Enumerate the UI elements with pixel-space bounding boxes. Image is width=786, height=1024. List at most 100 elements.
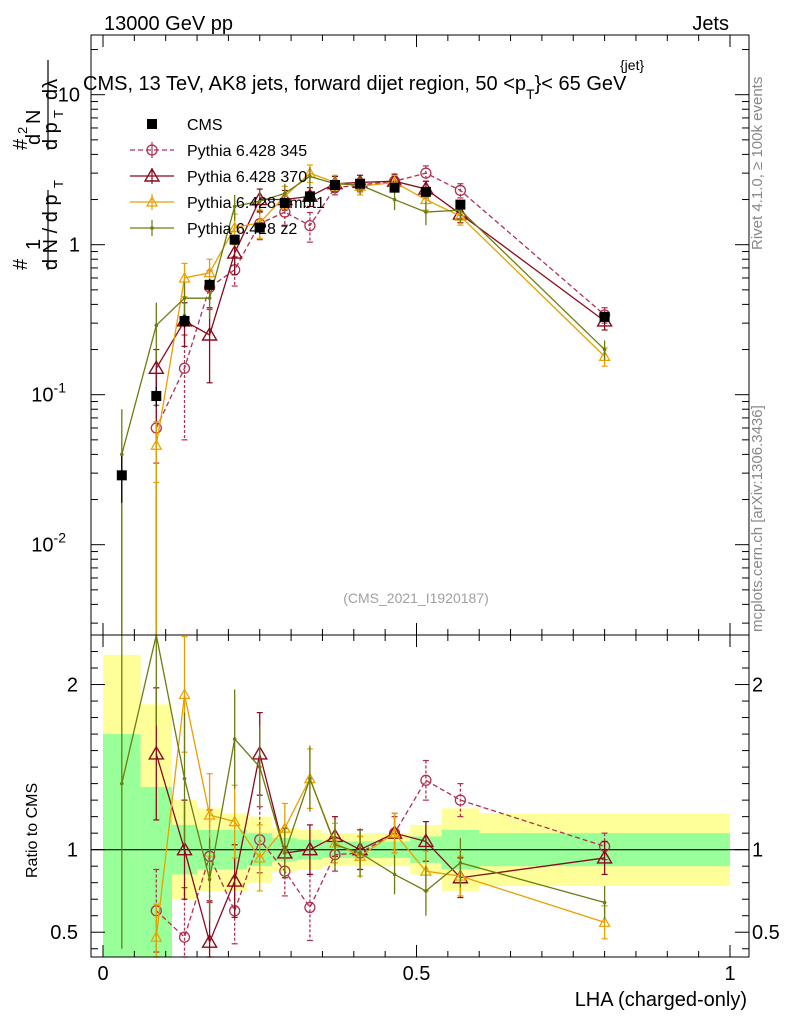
p370-point-1 bbox=[148, 359, 165, 374]
legend-marker-p345 bbox=[146, 144, 158, 156]
ratio-y-tick-label-right-0: 0.5 bbox=[752, 922, 780, 944]
p370-ratio-point-2 bbox=[176, 841, 193, 856]
legend-marker-p370 bbox=[143, 167, 161, 182]
svg-text:T: T bbox=[51, 110, 66, 118]
mcplots-label: mcplots.cern.ch [arXiv:1306.3436] bbox=[749, 405, 766, 632]
ambt1-ratio-point-5 bbox=[253, 851, 266, 863]
z2-ratio-point-10 bbox=[392, 872, 397, 877]
z2-ratio-point-2 bbox=[182, 776, 187, 781]
ratio-y-tick-label-0: 0.5 bbox=[50, 922, 78, 944]
cms-point-1 bbox=[151, 391, 162, 402]
ratio-y-tick-label-1: 1 bbox=[67, 840, 78, 862]
x-tick-label-0: 0 bbox=[97, 963, 108, 985]
p370-ratio-point-1 bbox=[148, 745, 165, 760]
p345-line bbox=[155, 172, 606, 429]
p345-ratio-point-12 bbox=[454, 794, 467, 806]
main-y-tick-label-0: 10-2 bbox=[31, 530, 66, 557]
cms-point-13 bbox=[599, 311, 610, 322]
ratio-y-axis-label: Ratio to CMS bbox=[24, 783, 41, 878]
legend-marker-cms bbox=[147, 119, 157, 129]
ambt1-point-2 bbox=[178, 271, 191, 283]
p370-point-3 bbox=[201, 326, 218, 341]
p345-point-11 bbox=[420, 167, 432, 179]
z2-point-10 bbox=[392, 197, 397, 202]
p370-ratio-line bbox=[155, 753, 605, 945]
svg-text:N: N bbox=[23, 110, 45, 124]
p370-ratio-point-13 bbox=[596, 849, 613, 864]
z2-point-7 bbox=[308, 174, 312, 179]
main-y-tick-label-1: 10-1 bbox=[31, 380, 66, 407]
z2-ratio-line bbox=[121, 634, 605, 904]
p345-ratio-point-7 bbox=[304, 901, 316, 914]
svg-text:dλ: dλ bbox=[40, 79, 62, 100]
cms-point-5 bbox=[254, 222, 265, 233]
p345-point-2 bbox=[178, 362, 191, 374]
cms-point-12 bbox=[455, 199, 466, 210]
z2-point-11 bbox=[424, 210, 428, 214]
main-axes: 10-2 10-1 1 10 bbox=[31, 35, 749, 635]
cms-point-7 bbox=[304, 191, 315, 202]
ambt1-ratio-point-4 bbox=[228, 815, 241, 827]
p345-point-12 bbox=[454, 184, 467, 197]
z2-point-3 bbox=[207, 296, 212, 300]
z2-ratio-point-13 bbox=[602, 900, 607, 905]
svg-text:d p: d p bbox=[40, 122, 62, 150]
z2-point-5 bbox=[257, 199, 262, 203]
ratio-bands bbox=[91, 654, 749, 957]
ratio-y-tick-label-2: 2 bbox=[67, 675, 78, 697]
p370-point-4 bbox=[226, 244, 243, 259]
z2-point-1 bbox=[154, 323, 159, 328]
x-tick-label-2: 1 bbox=[724, 963, 735, 985]
analysis-watermark: (CMS_2021_I1920187) bbox=[343, 590, 489, 606]
rivet-label: Rivet 4.1.0, ≥ 100k events bbox=[749, 77, 766, 250]
svg-text:d N / d p: d N / d p bbox=[40, 194, 62, 270]
z2-ratio-point-8 bbox=[333, 842, 337, 847]
z2-point-6 bbox=[283, 191, 287, 196]
z2-ratio-point-9 bbox=[358, 851, 362, 855]
main-y-tick-label-2: 1 bbox=[69, 235, 80, 257]
p345-point-7 bbox=[304, 219, 316, 232]
ambt1-point-13 bbox=[598, 350, 611, 362]
cms-point-6 bbox=[279, 197, 290, 208]
z2-point-13 bbox=[602, 347, 607, 352]
ambt1-ratio-point-2 bbox=[178, 688, 191, 700]
ratio-axes: 0 0.5 1 0.5 0.5 1 1 2 2 bbox=[50, 634, 780, 985]
legend-marker-ambt1 bbox=[145, 195, 159, 207]
legend-label-cms: CMS bbox=[187, 117, 223, 134]
z2-point-2 bbox=[182, 296, 187, 300]
p370-ratio-point-4 bbox=[226, 872, 243, 887]
cms-point-2 bbox=[179, 315, 190, 326]
legend-label-p370: Pythia 6.428 370 bbox=[187, 169, 307, 186]
cms-point-8 bbox=[329, 180, 340, 190]
ambt1-ratio-point-1 bbox=[150, 930, 163, 942]
z2-ratio-point-0 bbox=[120, 781, 124, 786]
z2-ratio-point-6 bbox=[283, 851, 287, 855]
main-plot-area bbox=[116, 164, 613, 635]
svg-text:#: # bbox=[10, 138, 32, 150]
main-y-tick-label-3: 10 bbox=[58, 85, 80, 107]
p370-ratio-point-7 bbox=[301, 841, 319, 856]
p370-ratio-point-11 bbox=[417, 833, 435, 848]
ambt1-line bbox=[155, 172, 606, 446]
p370-ratio-point-3 bbox=[201, 933, 218, 948]
svg-text:1: 1 bbox=[23, 239, 45, 250]
svg-text:#: # bbox=[10, 258, 32, 270]
x-axis-label: LHA (charged-only) bbox=[575, 989, 747, 1011]
ambt1-ratio-point-13 bbox=[598, 916, 611, 927]
z2-ratio-point-4 bbox=[232, 737, 237, 741]
z2-ratio-point-5 bbox=[257, 765, 262, 769]
z2-point-4 bbox=[232, 204, 237, 209]
x-tick-label-1: 0.5 bbox=[403, 963, 431, 985]
z2-ratio-point-7 bbox=[308, 776, 312, 781]
legend-label-z2: Pythia 6.428 z2 bbox=[187, 221, 297, 238]
cms-point-10 bbox=[389, 182, 400, 193]
legend-label-p345: Pythia 6.428 345 bbox=[187, 143, 307, 160]
z2-ratio-point-12 bbox=[458, 861, 463, 865]
ambt1-point-4 bbox=[228, 221, 241, 233]
p345-ratio-point-11 bbox=[420, 774, 432, 786]
z2-ratio-point-11 bbox=[424, 889, 428, 893]
svg-text:T: T bbox=[51, 180, 66, 188]
ratio-plot-area bbox=[120, 634, 613, 958]
chart-title: CMS, 13 TeV, AK8 jets, forward dijet reg… bbox=[83, 73, 627, 102]
svg-text:2: 2 bbox=[15, 127, 30, 134]
